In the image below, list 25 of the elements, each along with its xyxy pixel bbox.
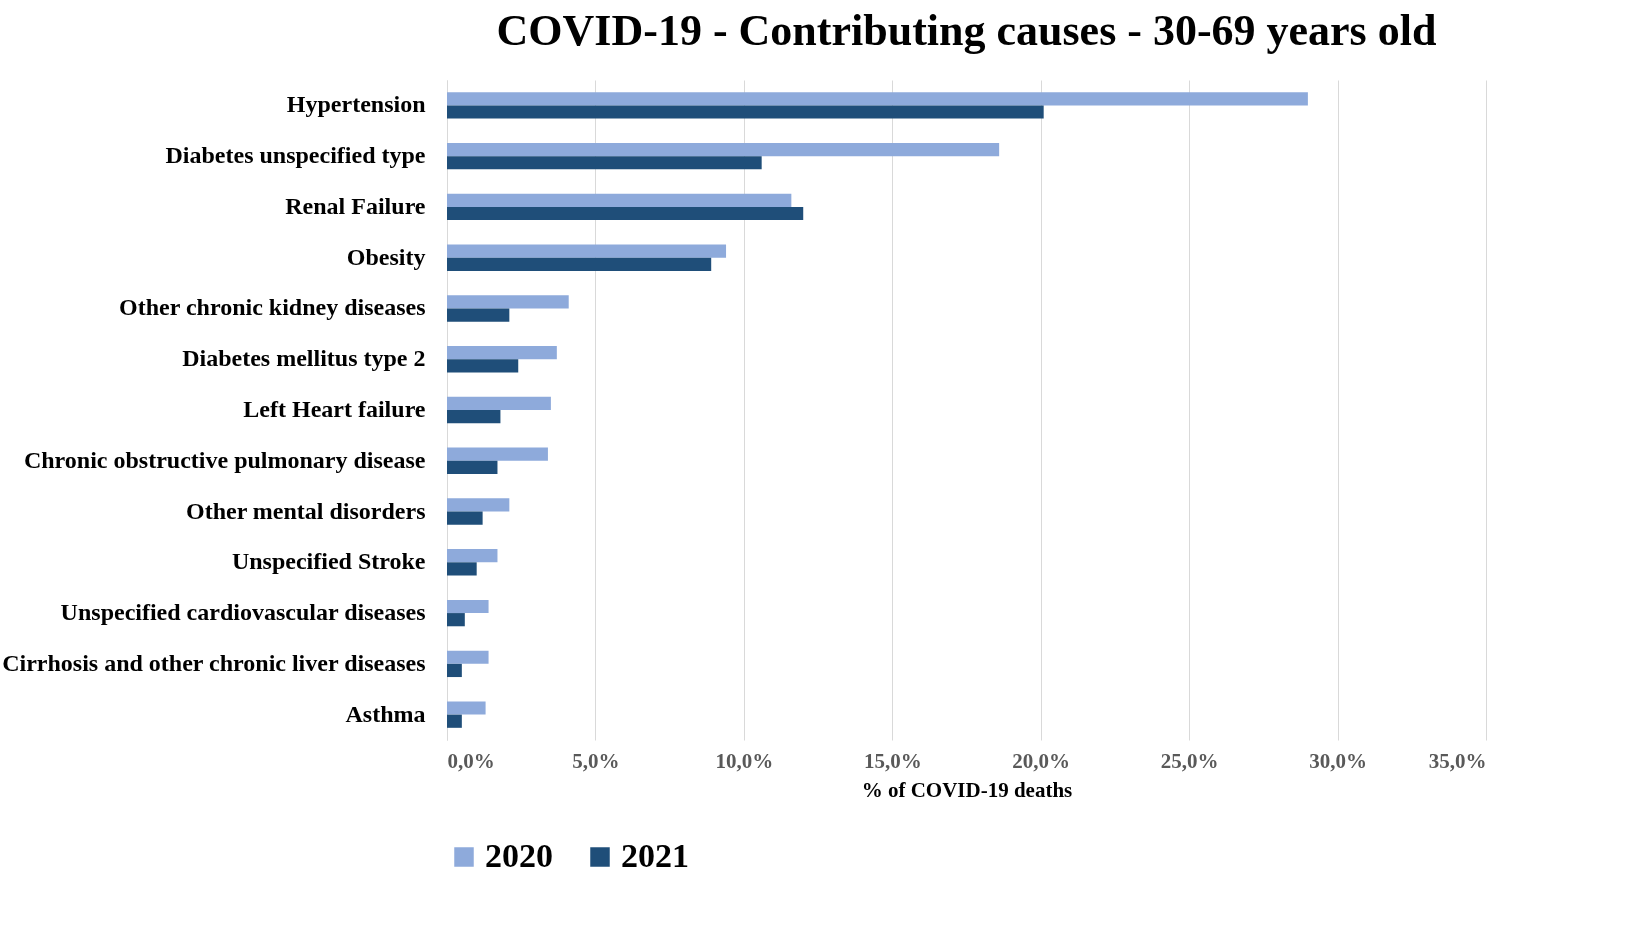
x-tick-label: 15,0% — [863, 748, 922, 773]
chart-title: COVID-19 - Contributing causes - 30-69 years old — [496, 6, 1437, 55]
y-tick-label: Hypertension — [286, 91, 426, 118]
y-tick-label: Unspecified Stroke — [231, 548, 426, 575]
y-tick-label: Other chronic kidney diseases — [119, 294, 426, 321]
y-tick-label: Asthma — [345, 700, 426, 727]
x-tick-label: 0,0% — [447, 748, 495, 773]
y-tick-label: Unspecified cardiovascular diseases — [60, 599, 426, 626]
legend-label: 2021 — [621, 837, 689, 874]
x-tick-label: 20,0% — [1012, 748, 1071, 773]
x-axis-title: % of COVID-19 deaths — [861, 777, 1073, 802]
legend-label: 2020 — [485, 837, 553, 874]
y-tick-label: Chronic obstructive pulmonary disease — [23, 446, 426, 473]
y-tick-label: Diabetes mellitus type 2 — [182, 345, 426, 372]
x-tick-label: 10,0% — [715, 748, 774, 773]
x-tick-label: 30,0% — [1309, 748, 1367, 773]
y-tick-label: Renal Failure — [285, 192, 426, 219]
y-tick-label: Left Heart failure — [243, 396, 426, 422]
x-tick-label: 35,0% — [1428, 748, 1487, 773]
y-tick-label: Diabetes unspecified type — [165, 142, 426, 169]
y-tick-label: Obesity — [346, 243, 426, 270]
y-tick-label: Other mental disorders — [185, 497, 426, 524]
x-tick-label: 5,0% — [572, 748, 620, 773]
y-tick-label: Cirrhosis and other chronic liver diseases — [2, 649, 426, 676]
x-tick-label: 25,0% — [1160, 748, 1219, 773]
